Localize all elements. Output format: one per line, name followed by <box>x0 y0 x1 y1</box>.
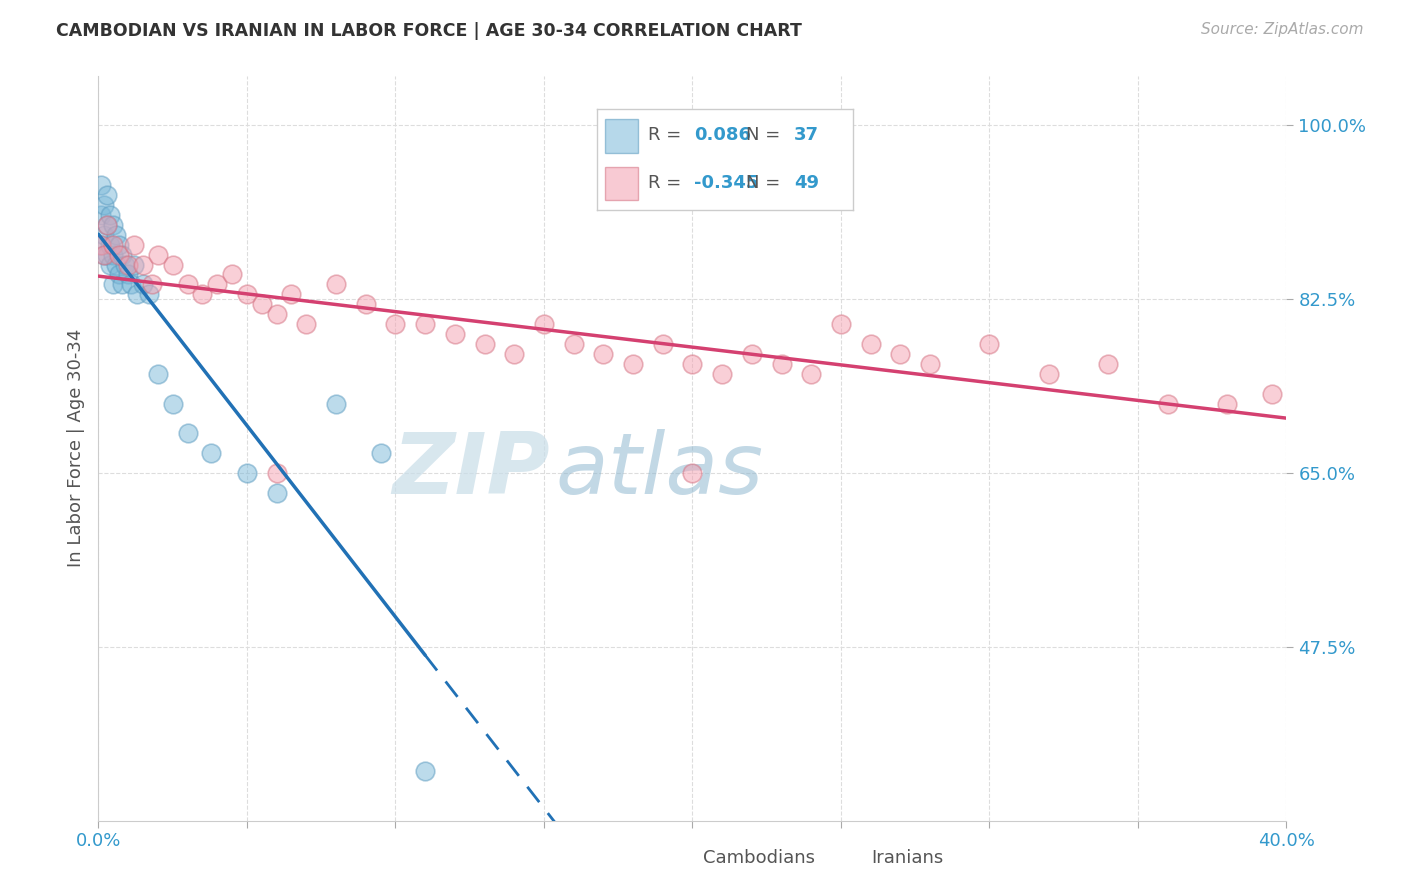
Point <box>141 277 163 292</box>
Point <box>384 317 406 331</box>
Point <box>111 247 134 261</box>
Point <box>103 277 125 292</box>
Point <box>98 237 121 252</box>
Point <box>1038 367 1060 381</box>
Point <box>93 198 115 212</box>
Y-axis label: In Labor Force | Age 30-34: In Labor Force | Age 30-34 <box>66 329 84 567</box>
Point <box>117 258 139 272</box>
Point <box>621 357 644 371</box>
Point <box>681 357 703 371</box>
Point <box>800 367 823 381</box>
Point <box>96 247 118 261</box>
Point <box>503 347 526 361</box>
Point <box>162 258 184 272</box>
Text: Cambodians: Cambodians <box>703 849 815 867</box>
Point <box>120 277 142 292</box>
Point <box>125 287 148 301</box>
Point <box>90 178 112 192</box>
Point <box>111 277 134 292</box>
Point <box>162 396 184 410</box>
Point <box>108 247 131 261</box>
Point <box>770 357 793 371</box>
Point <box>741 347 763 361</box>
Point <box>93 227 115 242</box>
Point <box>1156 396 1178 410</box>
Text: Source: ZipAtlas.com: Source: ZipAtlas.com <box>1201 22 1364 37</box>
Point <box>533 317 555 331</box>
Point <box>325 277 347 292</box>
Point <box>93 247 115 261</box>
Point <box>413 317 436 331</box>
Point <box>105 227 128 242</box>
Point <box>266 486 288 500</box>
Point <box>266 466 288 480</box>
Point <box>138 287 160 301</box>
Point <box>98 208 121 222</box>
Point <box>979 337 1001 351</box>
Point <box>562 337 585 351</box>
Point <box>221 268 243 282</box>
Text: ZIP: ZIP <box>392 429 550 512</box>
Point <box>93 247 115 261</box>
Point <box>90 208 112 222</box>
Point <box>114 258 136 272</box>
Point <box>103 218 125 232</box>
Point <box>280 287 302 301</box>
Point <box>146 367 169 381</box>
Point <box>146 247 169 261</box>
Point <box>105 258 128 272</box>
Point <box>592 347 614 361</box>
Point <box>122 258 145 272</box>
Point <box>108 268 131 282</box>
Point <box>920 357 942 371</box>
Point <box>236 287 259 301</box>
Point <box>859 337 882 351</box>
Point <box>205 277 228 292</box>
Point <box>96 218 118 232</box>
Point <box>1260 386 1282 401</box>
Point <box>413 764 436 778</box>
Point <box>236 466 259 480</box>
Text: CAMBODIAN VS IRANIAN IN LABOR FORCE | AGE 30-34 CORRELATION CHART: CAMBODIAN VS IRANIAN IN LABOR FORCE | AG… <box>56 22 801 40</box>
Text: atlas: atlas <box>555 429 763 512</box>
Point <box>96 218 118 232</box>
Point <box>96 188 118 202</box>
Point <box>132 258 155 272</box>
Point <box>176 426 198 441</box>
Point <box>108 237 131 252</box>
Point <box>651 337 673 351</box>
Point <box>443 326 465 341</box>
Point <box>117 268 139 282</box>
Point <box>295 317 318 331</box>
Point <box>325 396 347 410</box>
Point <box>1216 396 1239 410</box>
Point <box>1097 357 1119 371</box>
Text: Iranians: Iranians <box>872 849 943 867</box>
Point <box>711 367 734 381</box>
Point <box>132 277 155 292</box>
Point <box>122 237 145 252</box>
Point <box>200 446 222 460</box>
Point <box>176 277 198 292</box>
Point <box>354 297 377 311</box>
Point <box>90 237 112 252</box>
Point <box>250 297 273 311</box>
Point <box>98 258 121 272</box>
Point <box>266 307 288 321</box>
Point <box>191 287 214 301</box>
Point <box>474 337 496 351</box>
Point <box>889 347 911 361</box>
Point <box>90 237 112 252</box>
Point <box>681 466 703 480</box>
Point <box>830 317 852 331</box>
Point <box>103 237 125 252</box>
Point <box>370 446 392 460</box>
Point <box>103 247 125 261</box>
